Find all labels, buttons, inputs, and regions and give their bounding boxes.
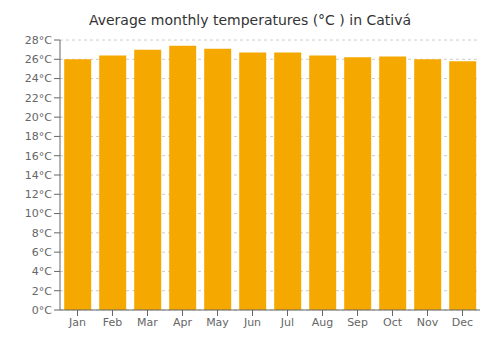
svg-text:Apr: Apr — [173, 316, 193, 329]
svg-text:Nov: Nov — [417, 316, 439, 329]
svg-text:16°C: 16°C — [25, 150, 52, 163]
svg-text:6°C: 6°C — [32, 246, 52, 259]
svg-text:May: May — [206, 316, 229, 329]
svg-text:Feb: Feb — [103, 316, 122, 329]
svg-text:Jul: Jul — [280, 316, 294, 329]
svg-text:20°C: 20°C — [25, 111, 52, 124]
svg-text:Sep: Sep — [347, 316, 368, 329]
svg-text:Dec: Dec — [452, 316, 473, 329]
svg-text:2°C: 2°C — [32, 285, 52, 298]
html-text:Average monthly temperatures (: Average monthly temperatures (°C ) in Ca… — [88, 12, 412, 28]
svg-text:18°C: 18°C — [25, 130, 52, 143]
svg-text:14°C: 14°C — [25, 169, 52, 182]
svg-text:Oct: Oct — [383, 316, 403, 329]
svg-text:Aug: Aug — [312, 316, 333, 329]
svg-text:12°C: 12°C — [25, 188, 52, 201]
svg-text:Mar: Mar — [137, 316, 158, 329]
svg-text:26°C: 26°C — [25, 53, 52, 66]
svg-text:4°C: 4°C — [32, 265, 52, 278]
svg-text:24°C: 24°C — [25, 72, 52, 85]
svg-text:22°C: 22°C — [25, 92, 52, 105]
svg-text:Jun: Jun — [243, 316, 261, 329]
svg-text:10°C: 10°C — [25, 207, 52, 220]
svg-text:0°C: 0°C — [32, 304, 52, 317]
svg-text:Jan: Jan — [68, 316, 86, 329]
svg-text:8°C: 8°C — [32, 227, 52, 240]
svg-text:28°C: 28°C — [25, 34, 52, 47]
